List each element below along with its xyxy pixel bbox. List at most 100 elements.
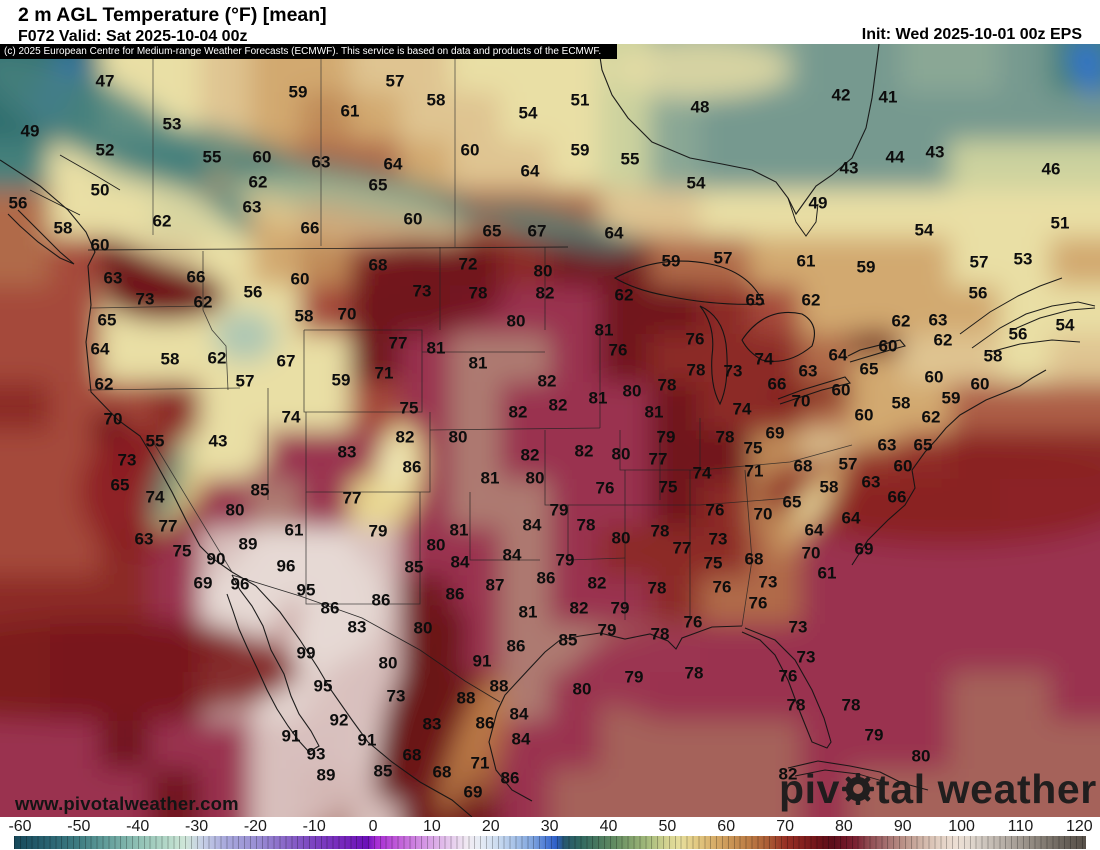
svg-text:56: 56 <box>969 284 988 303</box>
svg-text:80: 80 <box>379 654 398 673</box>
svg-text:61: 61 <box>797 252 816 271</box>
svg-text:41: 41 <box>879 88 898 107</box>
svg-text:54: 54 <box>519 104 538 123</box>
svg-text:74: 74 <box>755 350 774 369</box>
svg-text:80: 80 <box>507 312 526 331</box>
svg-text:43: 43 <box>209 432 228 451</box>
svg-text:81: 81 <box>427 339 446 358</box>
svg-text:80: 80 <box>449 428 468 447</box>
svg-text:71: 71 <box>375 364 394 383</box>
svg-text:84: 84 <box>451 553 470 572</box>
svg-text:78: 78 <box>687 361 706 380</box>
svg-text:82: 82 <box>575 442 594 461</box>
svg-text:81: 81 <box>469 354 488 373</box>
svg-text:82: 82 <box>536 284 555 303</box>
svg-text:93: 93 <box>307 745 326 764</box>
svg-text:86: 86 <box>507 637 526 656</box>
svg-text:49: 49 <box>21 122 40 141</box>
svg-text:43: 43 <box>840 159 859 178</box>
svg-text:74: 74 <box>146 488 165 507</box>
svg-text:65: 65 <box>914 436 933 455</box>
svg-text:77: 77 <box>673 539 692 558</box>
svg-text:62: 62 <box>802 291 821 310</box>
svg-text:58: 58 <box>820 478 839 497</box>
svg-text:73: 73 <box>759 573 778 592</box>
svg-text:68: 68 <box>745 550 764 569</box>
svg-text:80: 80 <box>427 536 446 555</box>
svg-text:82: 82 <box>570 599 589 618</box>
svg-text:86: 86 <box>537 569 556 588</box>
svg-text:55: 55 <box>621 150 640 169</box>
svg-text:76: 76 <box>706 501 725 520</box>
svg-text:51: 51 <box>1051 214 1070 233</box>
svg-text:82: 82 <box>779 765 798 784</box>
svg-text:69: 69 <box>464 783 483 802</box>
svg-text:77: 77 <box>649 450 668 469</box>
svg-text:80: 80 <box>573 680 592 699</box>
svg-text:86: 86 <box>372 591 391 610</box>
svg-text:73: 73 <box>136 290 155 309</box>
svg-text:61: 61 <box>341 102 360 121</box>
svg-text:83: 83 <box>423 715 442 734</box>
svg-text:65: 65 <box>746 291 765 310</box>
svg-text:63: 63 <box>243 198 262 217</box>
svg-text:56: 56 <box>1009 325 1028 344</box>
svg-text:59: 59 <box>942 389 961 408</box>
svg-text:58: 58 <box>427 91 446 110</box>
svg-text:57: 57 <box>714 249 733 268</box>
svg-text:91: 91 <box>358 731 377 750</box>
svg-text:81: 81 <box>481 469 500 488</box>
svg-text:50: 50 <box>91 181 110 200</box>
svg-text:77: 77 <box>159 517 178 536</box>
svg-text:54: 54 <box>687 174 706 193</box>
svg-text:74: 74 <box>733 400 752 419</box>
svg-text:83: 83 <box>338 443 357 462</box>
svg-text:59: 59 <box>571 141 590 160</box>
svg-text:57: 57 <box>970 253 989 272</box>
svg-text:85: 85 <box>251 481 270 500</box>
svg-text:81: 81 <box>450 521 469 540</box>
svg-text:83: 83 <box>348 618 367 637</box>
svg-text:62: 62 <box>153 212 172 231</box>
svg-text:60: 60 <box>404 210 423 229</box>
svg-text:82: 82 <box>509 403 528 422</box>
svg-text:57: 57 <box>386 72 405 91</box>
svg-text:64: 64 <box>91 340 110 359</box>
svg-text:81: 81 <box>589 389 608 408</box>
svg-text:73: 73 <box>789 618 808 637</box>
svg-text:90: 90 <box>207 550 226 569</box>
svg-text:56: 56 <box>9 194 28 213</box>
svg-text:73: 73 <box>797 648 816 667</box>
svg-text:79: 79 <box>865 726 884 745</box>
svg-text:69: 69 <box>194 574 213 593</box>
svg-text:86: 86 <box>476 714 495 733</box>
svg-text:68: 68 <box>794 457 813 476</box>
svg-text:62: 62 <box>892 312 911 331</box>
svg-text:84: 84 <box>510 705 529 724</box>
svg-text:49: 49 <box>809 194 828 213</box>
svg-text:61: 61 <box>818 564 837 583</box>
svg-text:99: 99 <box>297 644 316 663</box>
svg-text:80: 80 <box>526 469 545 488</box>
svg-text:65: 65 <box>783 493 802 512</box>
svg-text:69: 69 <box>766 424 785 443</box>
svg-text:76: 76 <box>609 341 628 360</box>
svg-text:75: 75 <box>173 542 192 561</box>
svg-text:73: 73 <box>413 282 432 301</box>
svg-text:70: 70 <box>802 544 821 563</box>
svg-text:60: 60 <box>461 141 480 160</box>
svg-text:59: 59 <box>662 252 681 271</box>
svg-text:54: 54 <box>1056 316 1075 335</box>
svg-text:78: 78 <box>787 696 806 715</box>
svg-text:91: 91 <box>473 652 492 671</box>
svg-text:60: 60 <box>253 148 272 167</box>
svg-text:60: 60 <box>855 406 874 425</box>
svg-text:95: 95 <box>314 677 333 696</box>
svg-text:62: 62 <box>922 408 941 427</box>
svg-text:66: 66 <box>888 488 907 507</box>
svg-text:59: 59 <box>289 83 308 102</box>
svg-text:73: 73 <box>724 362 743 381</box>
svg-text:81: 81 <box>595 321 614 340</box>
svg-text:44: 44 <box>886 148 905 167</box>
svg-text:65: 65 <box>369 176 388 195</box>
